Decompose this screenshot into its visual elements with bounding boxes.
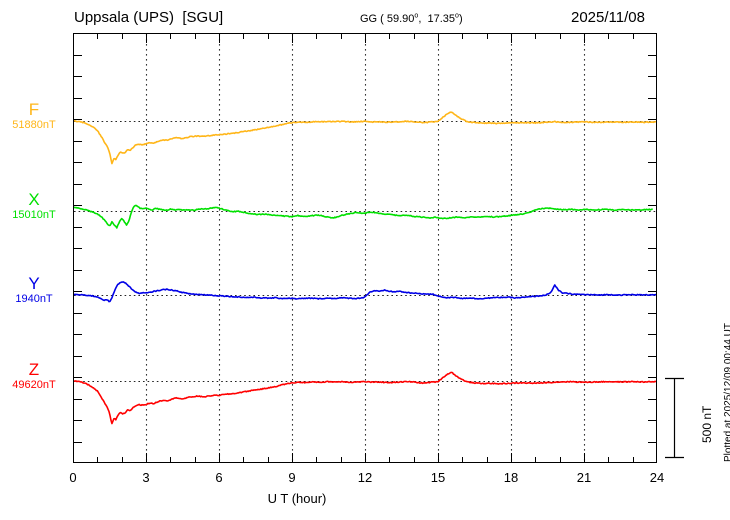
component-letter-x: X [28,190,40,209]
trace-f [73,111,657,165]
station-title: Uppsala (UPS) [SGU] [74,9,224,26]
plot-canvas [73,33,657,463]
degree-symbol-lat: o [414,12,419,20]
component-letter-f: F [28,100,40,119]
x-axis-title-wrap: U T (hour) [0,491,730,506]
component-baseline-x: 15010nT [12,209,56,221]
component-baseline-z: 49620nT [12,379,56,391]
plot-border [73,33,657,463]
x-tick-label: 21 [576,470,592,485]
component-baseline-y: 1940nT [15,293,53,305]
component-label-z: Z 49620nT [0,360,68,392]
x-tick-label: 15 [430,470,446,485]
trace-x [73,204,653,229]
x-tick-label: 12 [357,470,373,485]
observation-date: 2025/11/08 [571,9,645,26]
trace-y [73,281,657,303]
scale-bar [665,377,684,459]
x-tick-label: 3 [142,470,150,485]
x-tick-label: 0 [69,470,77,485]
component-letter-z: Z [28,360,40,379]
axis-ticks [74,34,656,462]
component-label-f: F 51880nT [0,100,68,132]
x-axis-title: U T (hour) [267,491,327,506]
component-letter-y: Y [28,274,40,293]
grid-lines [145,34,586,462]
geographic-coordinates: GG ( 59.90o, 17.35o) [360,12,463,25]
x-tick-label: 24 [649,470,665,485]
degree-symbol-lon: o [455,12,459,20]
component-label-y: Y 1940nT [0,274,68,306]
plotted-at-timestamp: Plotted at 2025/12/09 00:44 UT [723,323,730,462]
scale-bar-label: 500 nT [700,405,714,443]
geo-suffix: ) [458,13,463,25]
geo-lat-prefix: GG ( 59.90 [360,13,415,25]
component-baseline-f: 51880nT [12,119,56,131]
magnetogram-plot [73,33,657,463]
x-tick-label: 18 [503,470,519,485]
x-tick-label: 6 [215,470,223,485]
component-label-x: X 15010nT [0,190,68,222]
x-tick-label: 9 [288,470,296,485]
geo-lon-mid: , 17.35 [418,13,456,25]
data-traces [73,111,657,425]
trace-z [73,371,657,425]
